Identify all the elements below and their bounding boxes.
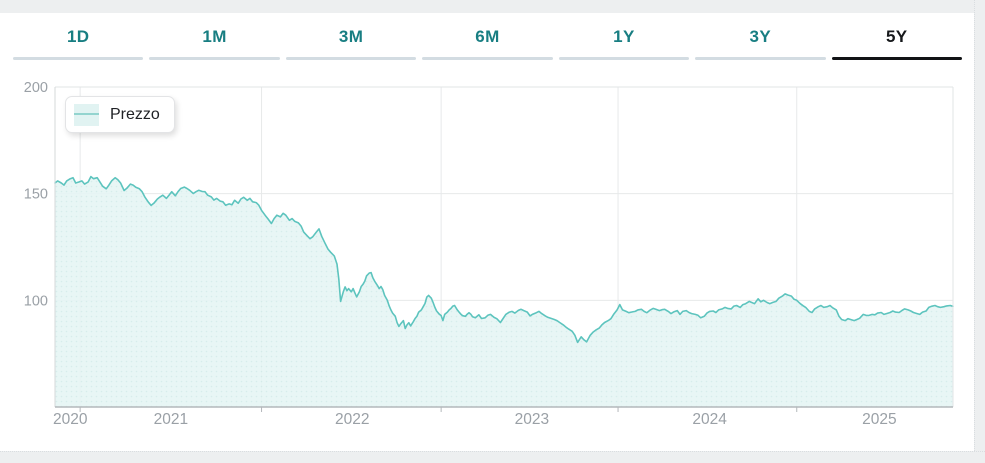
tab-1d[interactable]: 1D (13, 20, 144, 60)
tab-underline (695, 57, 826, 60)
tab-label: 1M (202, 27, 227, 46)
tab-label: 5Y (885, 27, 908, 46)
tab-label: 3M (338, 27, 364, 46)
x-axis-tick-label: 2022 (335, 411, 369, 428)
x-axis-tick-label: 2024 (692, 411, 727, 428)
legend-label: Prezzo (110, 105, 160, 123)
x-axis-tick-label: 2025 (862, 411, 896, 428)
tab-underline (558, 57, 690, 60)
tab-underline (13, 57, 144, 60)
x-axis-tick-label: 2023 (515, 411, 549, 428)
tab-underline (422, 57, 553, 60)
series-swatch-icon (74, 103, 99, 126)
tab-underline (285, 57, 417, 60)
tab-3y[interactable]: 3Y (695, 20, 826, 60)
tab-5y[interactable]: 5Y (831, 20, 962, 60)
tab-label: 3Y (749, 27, 772, 46)
tab-underline (149, 57, 280, 60)
legend[interactable]: Prezzo (65, 96, 175, 133)
page-background-bottom (0, 451, 985, 463)
tab-1y[interactable]: 1Y (558, 20, 690, 60)
y-axis-tick-label: 200 (24, 80, 48, 96)
x-axis-tick-label: 2021 (154, 411, 188, 428)
tab-label: 1Y (613, 27, 635, 46)
tab-3m[interactable]: 3M (285, 20, 417, 60)
price-line (54, 175, 954, 344)
x-axis-tick-label: 2020 (53, 411, 88, 428)
tab-label: 6M (475, 27, 500, 46)
tab-6m[interactable]: 6M (422, 20, 553, 60)
y-axis-tick-label: 100 (24, 293, 48, 309)
price-area-fill (55, 176, 953, 407)
tab-active-underline (831, 57, 962, 60)
y-axis-tick-label: 150 (24, 187, 48, 203)
period-tabs: 1D 1M 3M 6M 1Y 3Y 5Y (13, 20, 962, 60)
tab-1m[interactable]: 1M (149, 20, 280, 60)
tab-label: 1D (66, 27, 90, 46)
page-background-right (974, 0, 985, 463)
